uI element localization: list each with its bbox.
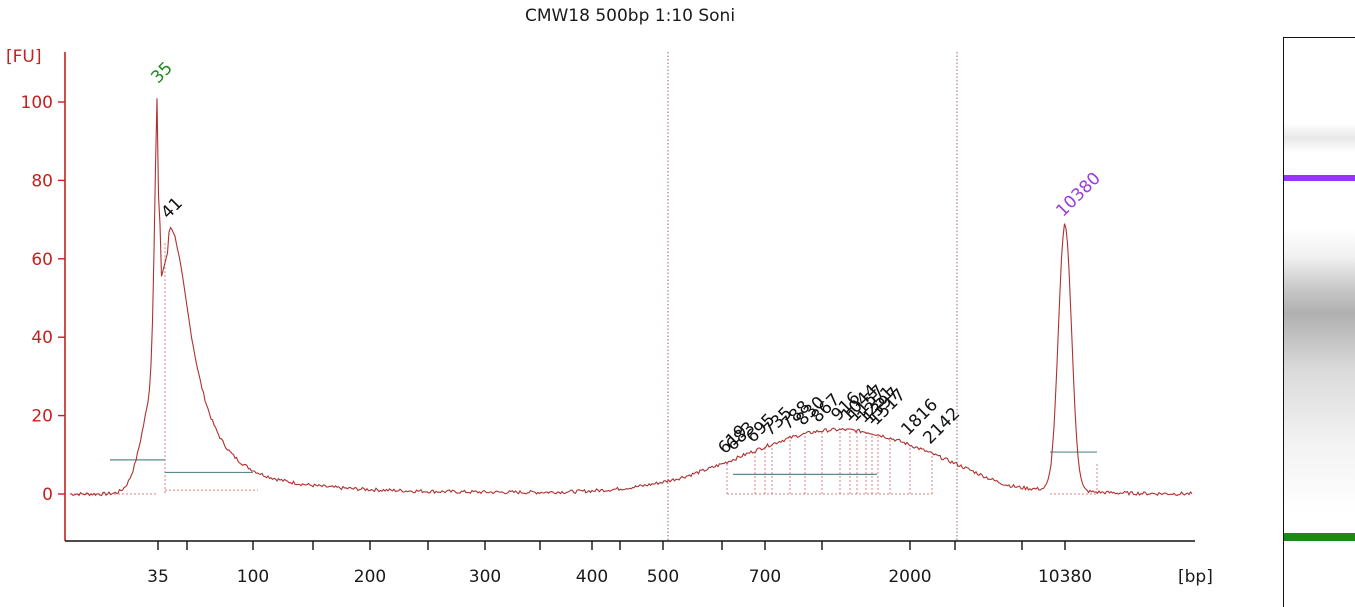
trace-line <box>69 98 1193 497</box>
peak-label: 41 <box>157 194 186 223</box>
electropherogram-plot: 0 20 40 60 80 100 35 100 200 300 400 500 700 2000 1038… <box>6 47 1213 587</box>
peak-label: 10380 <box>1052 169 1104 221</box>
peak-label: 35 <box>147 58 176 87</box>
y-tick-label: 0 <box>42 485 53 505</box>
x-tick-label: 300 <box>469 567 501 587</box>
x-tick-label: 35 <box>147 567 169 587</box>
x-tick-label: 700 <box>749 567 781 587</box>
y-axis-label: [FU] <box>6 47 42 67</box>
x-tick-label: 400 <box>576 567 608 587</box>
gel-haze <box>1284 123 1355 153</box>
x-tick-label: 10380 <box>1038 567 1092 587</box>
x-tick-label: 200 <box>354 567 386 587</box>
x-tick-label: 100 <box>237 567 269 587</box>
y-tick-label: 100 <box>21 93 53 113</box>
gel-lane <box>1283 37 1355 607</box>
y-tick-label: 40 <box>31 328 53 348</box>
gel-upper-marker-band <box>1284 175 1355 181</box>
x-axis-label: [bp] <box>1178 567 1213 587</box>
y-tick-label: 80 <box>31 171 53 191</box>
y-tick-label: 60 <box>31 250 53 270</box>
chart-title: CMW18 500bp 1:10 Soni <box>524 6 736 26</box>
x-tick-label: 500 <box>647 567 679 587</box>
x-tick-label: 2000 <box>888 567 931 587</box>
gel-smear <box>1284 228 1355 513</box>
y-tick-label: 20 <box>31 407 53 427</box>
gel-lower-marker-band <box>1284 533 1355 541</box>
